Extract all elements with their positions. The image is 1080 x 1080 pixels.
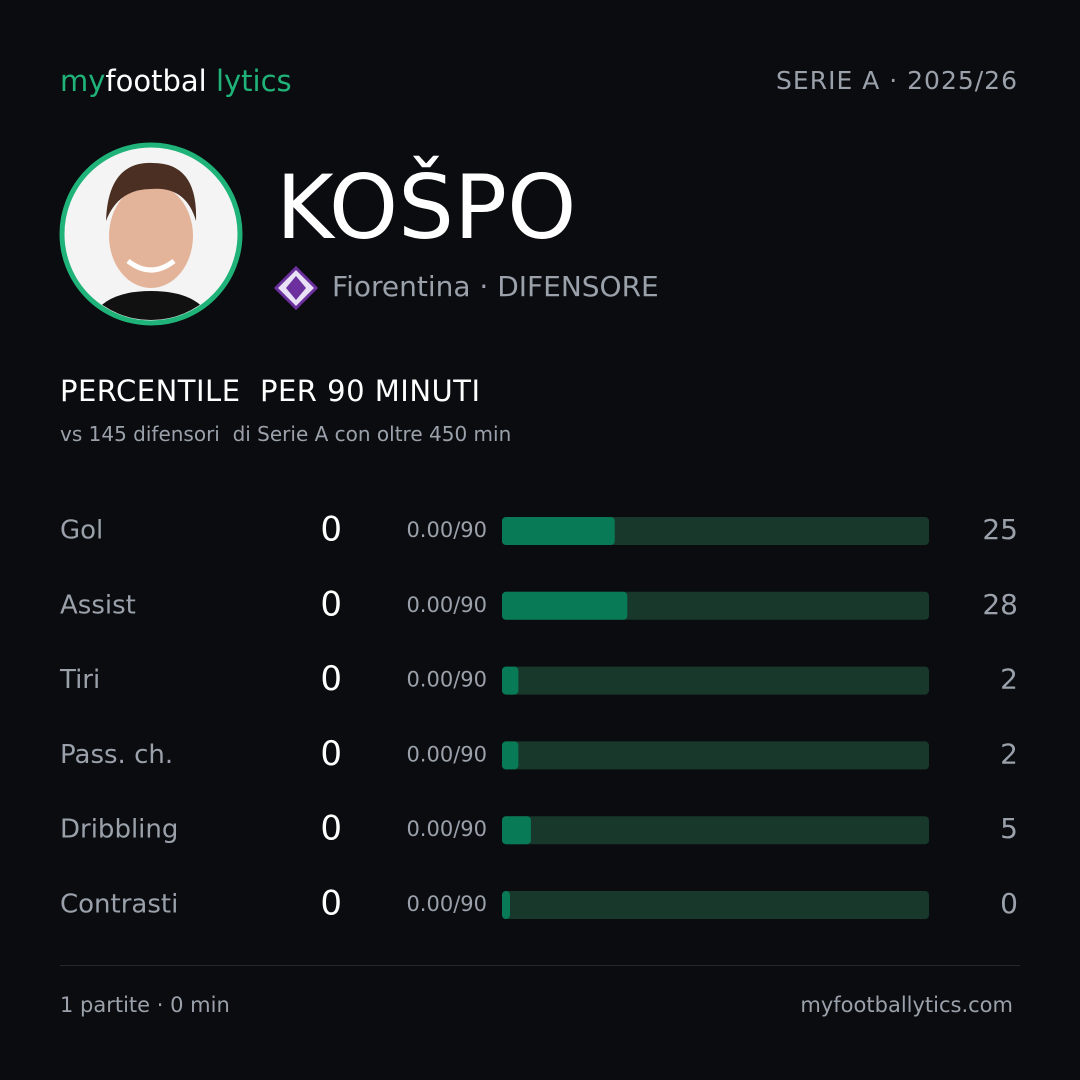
player-name: KOŠPO [276, 156, 577, 259]
stat-per90: 0.00/90 [406, 892, 487, 916]
section-title: PERCENTILE PER 90 MINUTI [60, 374, 481, 408]
stat-label: Tiri [59, 665, 100, 695]
footer-site: myfootballytics.com [800, 993, 1013, 1017]
section-subtitle: vs 145 difensori di Serie A con oltre 45… [60, 422, 512, 446]
footer-stats: 1 partite · 0 min [60, 993, 230, 1017]
bar-track [502, 891, 929, 919]
logo-part: footbal [105, 64, 207, 98]
bar [502, 666, 519, 695]
stat-label: Assist [60, 590, 136, 620]
stat-per90: 0.00/90 [406, 817, 487, 841]
divider [60, 965, 1020, 966]
stat-total: 0 [320, 659, 342, 699]
stat-total: 0 [320, 734, 342, 774]
stat-total: 0 [320, 809, 342, 849]
bar [502, 517, 615, 545]
player-photo [59, 142, 243, 326]
stat-label: Dribbling [60, 815, 178, 845]
stat-per90: 0.00/90 [406, 518, 487, 542]
percentile-label: 28 [982, 588, 1018, 621]
bar-track [502, 741, 929, 770]
competition: SERIE A · 2025/26 [776, 66, 1018, 95]
logo-part: lytics [215, 64, 292, 98]
stat-total: 0 [320, 510, 342, 550]
stat-label: Contrasti [60, 890, 178, 920]
bar [502, 816, 531, 845]
bar-track [502, 666, 929, 695]
percentile-label: 25 [982, 513, 1018, 546]
bar-track [502, 816, 929, 845]
stat-total: 0 [320, 584, 342, 624]
stat-per90: 0.00/90 [406, 593, 487, 617]
team-logo [274, 266, 318, 310]
bar [502, 591, 628, 620]
percentile-label: 2 [1000, 663, 1018, 696]
percentile-label: 0 [1000, 887, 1018, 920]
logo: myfootbal lytics [60, 64, 292, 98]
bar [502, 741, 519, 770]
stat-label: Pass. ch. [60, 740, 173, 770]
team-role: Fiorentina · DIFENSORE [332, 270, 659, 303]
percentile-label: 2 [1000, 737, 1018, 770]
role: · DIFENSORE [479, 270, 659, 303]
bar [502, 891, 510, 919]
percentile-label: 5 [1000, 812, 1018, 845]
stat-per90: 0.00/90 [406, 742, 487, 766]
stat-total: 0 [320, 884, 342, 924]
stat-label: Gol [60, 516, 103, 546]
stat-per90: 0.00/90 [406, 668, 487, 692]
logo-part: my [60, 64, 106, 98]
team: Fiorentina [332, 270, 471, 303]
